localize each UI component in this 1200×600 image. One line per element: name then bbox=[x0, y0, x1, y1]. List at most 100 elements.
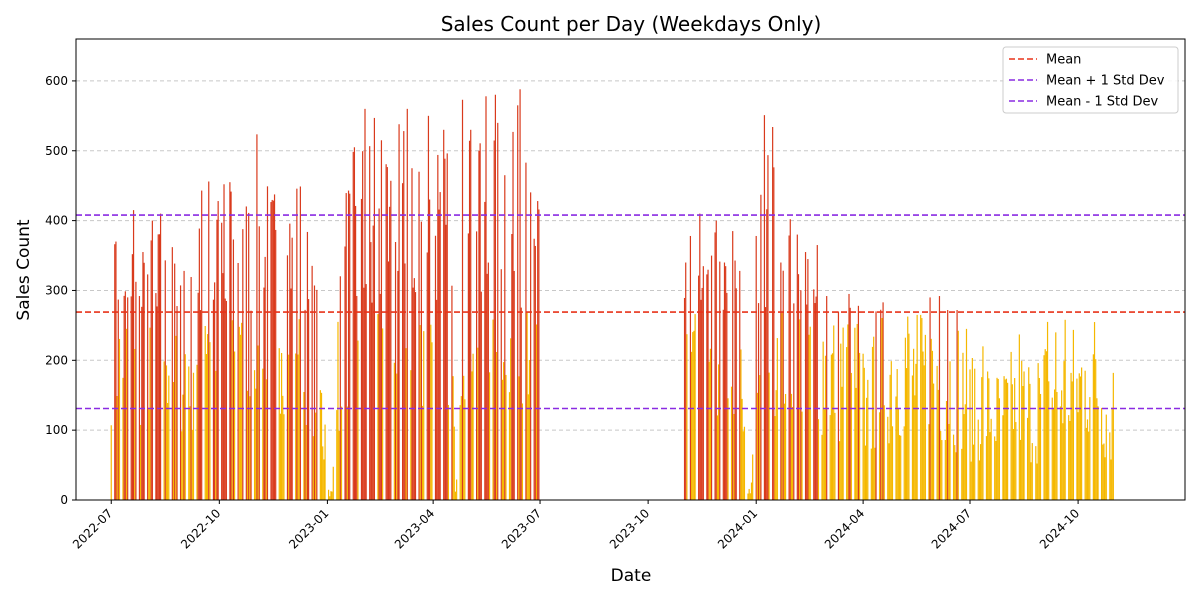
sales-bar bbox=[829, 415, 831, 500]
sales-bar bbox=[1021, 360, 1023, 500]
sales-bar bbox=[740, 349, 742, 500]
sales-bar bbox=[234, 351, 236, 500]
sales-bar bbox=[312, 436, 314, 500]
sales-bar bbox=[723, 262, 726, 500]
sales-bar bbox=[142, 252, 144, 500]
sales-bar bbox=[1014, 378, 1016, 500]
sales-bar bbox=[323, 459, 325, 500]
sales-bar bbox=[1030, 462, 1032, 500]
sales-bar bbox=[1062, 423, 1064, 500]
sales-bar bbox=[773, 167, 775, 500]
sales-bar bbox=[989, 432, 991, 500]
sales-bar bbox=[936, 365, 938, 500]
sales-bar bbox=[686, 334, 688, 500]
sales-bar bbox=[797, 274, 800, 500]
sales-bar bbox=[739, 270, 741, 500]
sales-bar bbox=[808, 334, 810, 500]
sales-bar bbox=[780, 262, 782, 500]
sales-bar bbox=[429, 199, 431, 501]
sales-bar bbox=[401, 183, 404, 500]
sales-bar bbox=[172, 381, 175, 500]
sales-bar bbox=[1078, 373, 1080, 500]
sales-bar bbox=[518, 376, 520, 500]
sales-bar bbox=[306, 231, 309, 500]
sales-bar bbox=[229, 182, 231, 500]
sales-bar bbox=[453, 426, 455, 500]
sales-bar bbox=[495, 351, 498, 500]
sales-bar bbox=[1018, 334, 1020, 500]
sales-bar bbox=[898, 435, 901, 500]
sales-bar bbox=[249, 396, 251, 500]
sales-bar bbox=[790, 393, 793, 500]
sales-bar bbox=[1070, 372, 1072, 500]
sales-bar bbox=[370, 242, 372, 500]
sales-bar bbox=[362, 151, 364, 500]
sales-bar bbox=[209, 342, 211, 500]
sales-bar bbox=[224, 298, 226, 500]
sales-bar bbox=[404, 263, 406, 500]
sales-bar bbox=[257, 345, 259, 500]
sales-bar bbox=[1093, 322, 1096, 500]
sales-bar bbox=[533, 238, 535, 501]
sales-bar bbox=[752, 454, 754, 500]
sales-bar bbox=[231, 320, 233, 500]
sales-bar bbox=[727, 398, 729, 500]
sales-bar bbox=[839, 441, 841, 500]
sales-bar bbox=[822, 341, 824, 500]
sales-bar bbox=[511, 234, 513, 500]
sales-bar bbox=[1105, 414, 1107, 500]
sales-bar bbox=[882, 302, 884, 500]
sales-bar bbox=[914, 395, 916, 500]
sales-bar bbox=[987, 371, 989, 500]
sales-bar bbox=[920, 314, 922, 500]
sales-bar bbox=[125, 328, 128, 500]
sales-bar bbox=[360, 198, 363, 500]
sales-bar bbox=[800, 290, 802, 500]
sales-bar bbox=[327, 489, 330, 500]
sales-bar bbox=[749, 493, 751, 500]
sales-bar bbox=[437, 154, 439, 500]
legend-box bbox=[1002, 46, 1179, 114]
sales-bar bbox=[295, 353, 297, 500]
sales-bar bbox=[1064, 319, 1066, 500]
sales-bar bbox=[311, 265, 313, 500]
sales-bar bbox=[278, 348, 280, 500]
sales-bar bbox=[963, 414, 965, 500]
sales-bar bbox=[995, 441, 997, 500]
sales-bar bbox=[1112, 372, 1114, 500]
sales-bar bbox=[1044, 349, 1046, 500]
sales-bar bbox=[151, 220, 153, 501]
sales-bar bbox=[857, 305, 860, 500]
sales-bar bbox=[114, 244, 116, 500]
sales-bar bbox=[796, 234, 798, 500]
sales-bar bbox=[472, 353, 474, 500]
sales-bar bbox=[320, 392, 323, 500]
sales-bar bbox=[176, 306, 178, 500]
sales-bar bbox=[985, 436, 988, 500]
sales-bar bbox=[962, 352, 964, 500]
sales-bar bbox=[765, 307, 767, 500]
sales-bar bbox=[382, 328, 384, 500]
sales-bar bbox=[171, 247, 173, 500]
sales-bar bbox=[513, 270, 515, 500]
sales-bar bbox=[970, 461, 972, 500]
sales-bar bbox=[776, 338, 778, 500]
sales-bar bbox=[299, 186, 301, 501]
sales-bar bbox=[135, 281, 137, 500]
sales-bar bbox=[174, 263, 176, 500]
sales-bar bbox=[467, 233, 469, 501]
sales-bar bbox=[775, 390, 777, 500]
sales-bar bbox=[182, 394, 184, 500]
sales-bar bbox=[394, 242, 397, 500]
sales-bar bbox=[871, 346, 874, 500]
sales-bar bbox=[978, 460, 981, 500]
sales-bar bbox=[741, 398, 743, 500]
sales-bar bbox=[1079, 376, 1082, 500]
sales-bar bbox=[904, 337, 906, 500]
sales-bar bbox=[699, 213, 701, 500]
sales-bar bbox=[403, 131, 405, 500]
sales-bar bbox=[788, 235, 790, 500]
sales-bar bbox=[451, 285, 453, 500]
sales-bar bbox=[1015, 422, 1017, 500]
sales-bar bbox=[242, 229, 244, 500]
